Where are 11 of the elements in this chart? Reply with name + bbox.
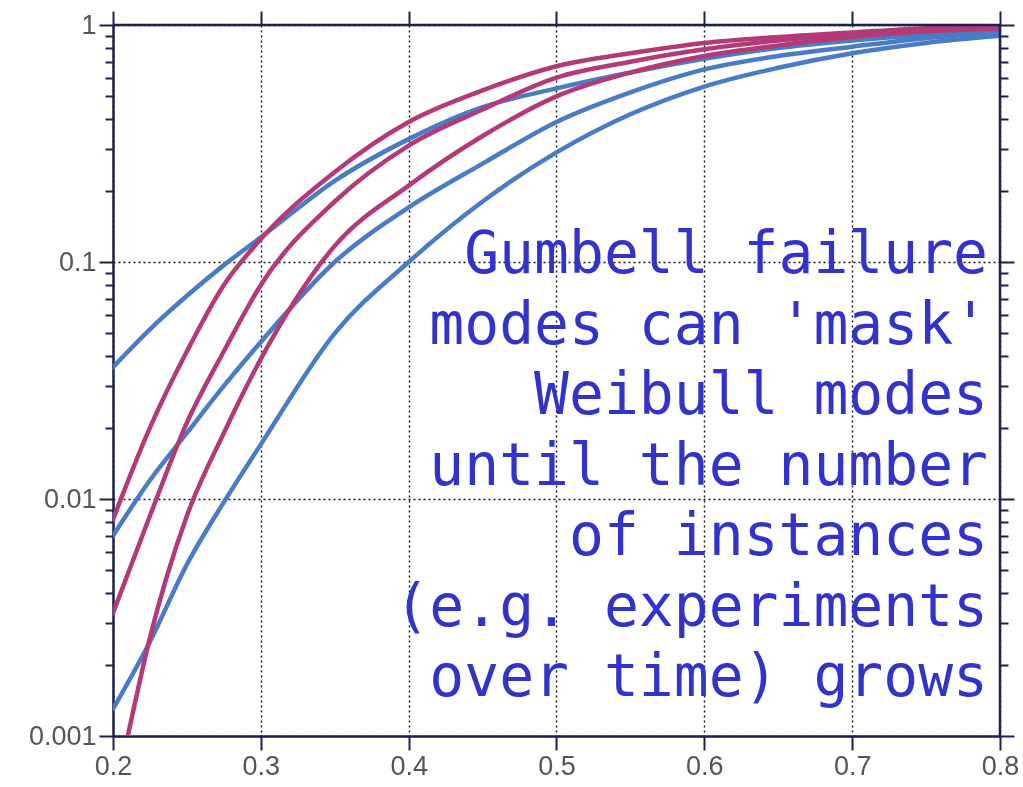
x-tick-label: 0.3 xyxy=(242,750,281,781)
x-tick-label: 0.5 xyxy=(538,750,576,781)
y-tick-label: 0.01 xyxy=(43,483,97,514)
x-tick-label: 0.7 xyxy=(833,750,872,781)
y-tick-label: 1 xyxy=(81,9,97,40)
y-tick-label: 0.001 xyxy=(28,720,97,751)
x-tick-label: 0.4 xyxy=(390,750,428,781)
x-tick-label: 0.6 xyxy=(686,750,724,781)
y-tick-label: 0.1 xyxy=(58,246,97,277)
x-tick-label: 0.8 xyxy=(981,750,1020,781)
x-tick-label: 0.2 xyxy=(94,750,133,781)
